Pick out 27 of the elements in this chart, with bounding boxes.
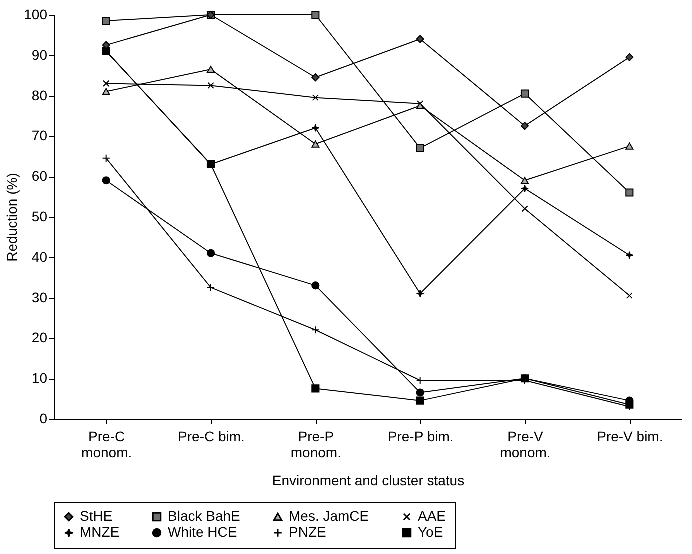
- y-tick-label: 10: [32, 370, 48, 386]
- y-tick-label: 50: [32, 208, 48, 224]
- y-tick-label: 100: [24, 6, 48, 22]
- legend-label: YoE: [418, 524, 444, 540]
- y-axis-title: Reduction (%): [4, 173, 20, 262]
- legend-label: StHE: [80, 508, 113, 524]
- legend-label: PNZE: [289, 524, 326, 540]
- y-tick-label: 0: [40, 410, 48, 426]
- legend-label: AAE: [418, 508, 446, 524]
- y-tick-label: 80: [32, 87, 48, 104]
- x-axis-title: Environment and cluster status: [272, 472, 465, 488]
- x-tick-label: Pre-P bim.: [388, 428, 454, 444]
- y-tick-label: 90: [32, 46, 48, 63]
- legend-label: MNZE: [80, 524, 120, 540]
- legend-label: Black BahE: [168, 508, 240, 524]
- x-tick-label: Pre-P monom.: [290, 428, 342, 460]
- x-tick-label: Pre-C monom.: [82, 428, 132, 460]
- y-tick-label: 70: [32, 128, 48, 144]
- legend-label: Mes. JamCE: [289, 508, 370, 524]
- y-tick-label: 20: [32, 330, 48, 346]
- y-tick-label: 60: [32, 168, 48, 184]
- x-tick-label: Pre-C bim.: [178, 428, 245, 444]
- y-tick-label: 40: [32, 248, 48, 265]
- x-tick-label: Pre-V bim.: [597, 428, 664, 444]
- y-tick-label: 30: [32, 289, 48, 306]
- x-tick-label: Pre-V monom.: [500, 428, 551, 460]
- legend-label: White HCE: [168, 524, 238, 540]
